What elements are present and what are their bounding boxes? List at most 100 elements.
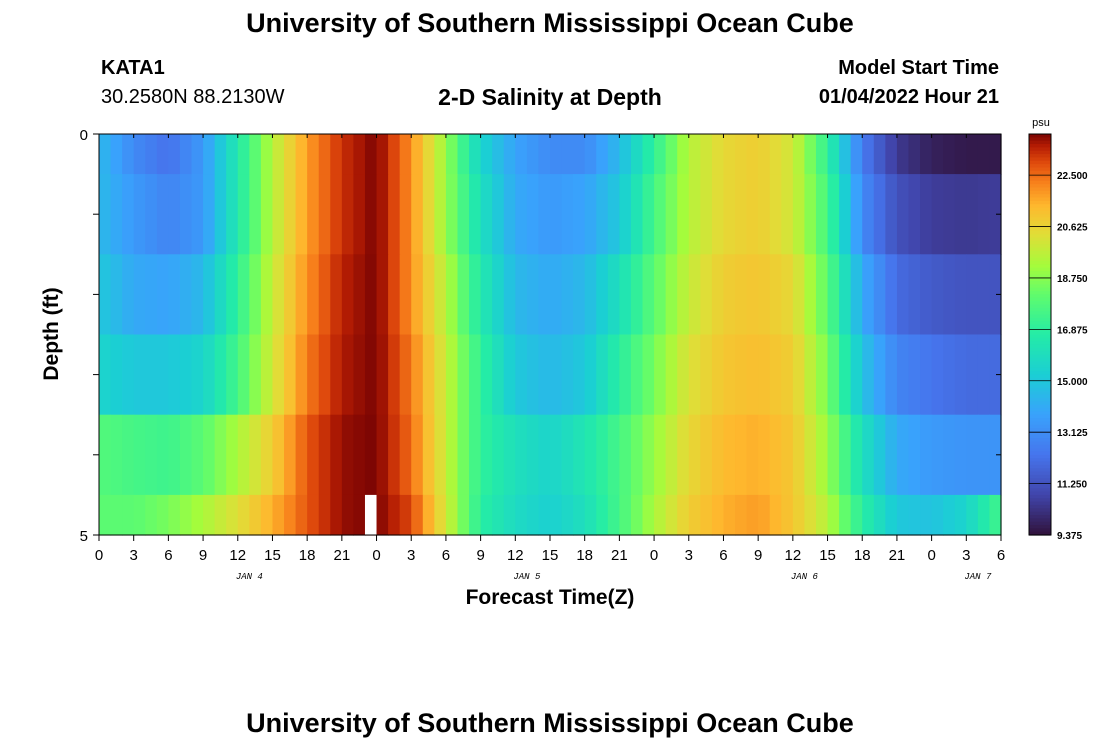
- colorbar-tick-label: 15.000: [1057, 377, 1088, 388]
- heatmap-cell: [630, 494, 644, 536]
- heatmap-cell: [203, 134, 216, 175]
- colorbar-tick-label: 13.125: [1057, 428, 1088, 439]
- heatmap-cell: [943, 254, 956, 336]
- heatmap-cell: [399, 254, 412, 336]
- colorbar-swatch: [1029, 377, 1051, 382]
- heatmap-cell: [977, 134, 991, 175]
- heatmap-cell: [573, 414, 586, 496]
- heatmap-cell: [457, 174, 470, 255]
- heatmap-cell: [272, 134, 285, 175]
- heatmap-cell: [711, 414, 725, 496]
- heatmap-cell: [469, 414, 482, 496]
- heatmap-cell: [445, 254, 459, 336]
- heatmap-cell: [596, 334, 609, 416]
- y-axis-ticks: 05: [80, 127, 1001, 545]
- heatmap-cell: [399, 174, 412, 255]
- heatmap-cell: [862, 174, 875, 255]
- heatmap-cell: [515, 174, 528, 255]
- colorbar-swatch: [1029, 384, 1051, 389]
- heatmap-cell: [735, 334, 748, 416]
- heatmap-cell: [480, 334, 493, 416]
- colorbar-swatch: [1029, 194, 1051, 199]
- heatmap-cell: [191, 254, 204, 336]
- colorbar-swatch: [1029, 478, 1051, 483]
- heatmap-cell: [792, 174, 806, 255]
- x-tick-label: 3: [685, 547, 693, 564]
- heatmap-cell: [260, 254, 274, 336]
- colorbar-tick-label: 9.375: [1057, 531, 1082, 542]
- heatmap-cell: [827, 414, 840, 496]
- colorbar-swatch: [1029, 518, 1051, 523]
- heatmap-cell: [677, 134, 690, 175]
- heatmap-cell: [469, 174, 482, 255]
- colorbar-swatch: [1029, 434, 1051, 439]
- heatmap-cell: [99, 414, 112, 496]
- day-label: JAN 4: [236, 572, 263, 582]
- heatmap-cell: [145, 174, 158, 255]
- heatmap-cell: [156, 254, 169, 336]
- heatmap-cell: [318, 134, 331, 175]
- heatmap-cell: [977, 254, 991, 336]
- heatmap-cell: [665, 334, 678, 416]
- heatmap-cell: [469, 494, 482, 536]
- heatmap-cell: [422, 134, 435, 175]
- heatmap-cell: [850, 414, 863, 496]
- heatmap-cell: [99, 254, 112, 336]
- colorbar-swatch: [1029, 174, 1051, 179]
- heatmap-cell: [457, 134, 470, 175]
- heatmap-cell: [850, 174, 863, 255]
- colorbar-swatch: [1029, 324, 1051, 329]
- heatmap-cell: [885, 174, 898, 255]
- heatmap-cell: [596, 494, 609, 536]
- heatmap-cell: [434, 494, 447, 536]
- heatmap-cell: [550, 494, 563, 536]
- heatmap-cell: [688, 254, 701, 336]
- x-tick-label: 0: [95, 547, 103, 564]
- colorbar-swatch: [1029, 237, 1051, 242]
- heatmap-cell: [156, 174, 169, 255]
- colorbar-swatch: [1029, 210, 1051, 215]
- heatmap-cell: [746, 414, 759, 496]
- heatmap-cell: [630, 414, 644, 496]
- heatmap-cell: [399, 494, 412, 536]
- heatmap-cell: [723, 334, 736, 416]
- heatmap-cell: [434, 414, 447, 496]
- colorbar-swatch: [1029, 284, 1051, 289]
- x-tick-label: 3: [962, 547, 970, 564]
- heatmap-cell: [515, 134, 528, 175]
- colorbar-swatch: [1029, 501, 1051, 506]
- colorbar-swatch: [1029, 234, 1051, 239]
- heatmap-cell: [122, 174, 135, 255]
- heatmap-cell: [411, 494, 424, 536]
- colorbar-swatch: [1029, 464, 1051, 469]
- x-tick-label: 15: [542, 547, 559, 564]
- heatmap-cell: [850, 494, 863, 536]
- heatmap-cell: [931, 174, 944, 255]
- heatmap-cell: [619, 494, 632, 536]
- day-label: JAN 5: [513, 572, 541, 582]
- heatmap-cell: [885, 334, 898, 416]
- heatmap-cell: [896, 414, 910, 496]
- heatmap-cell: [700, 134, 713, 175]
- colorbar-swatch: [1029, 311, 1051, 316]
- heatmap-cell: [839, 174, 852, 255]
- colorbar-swatch: [1029, 397, 1051, 402]
- heatmap-cell: [538, 174, 551, 255]
- heatmap-cell: [573, 334, 586, 416]
- colorbar-swatch: [1029, 164, 1051, 169]
- station-coordinates: 30.2580N 88.2130W: [101, 86, 285, 108]
- heatmap-cell: [619, 254, 632, 336]
- x-tick-label: 21: [889, 547, 906, 564]
- heatmap-cell: [445, 494, 459, 536]
- heatmap-cell: [839, 414, 852, 496]
- heatmap-cell: [191, 334, 204, 416]
- heatmap-cell: [769, 414, 782, 496]
- colorbar-swatch: [1029, 154, 1051, 158]
- heatmap-cell: [665, 494, 678, 536]
- heatmap-cell: [295, 174, 308, 255]
- heatmap-cell: [839, 134, 852, 175]
- colorbar-swatch: [1029, 408, 1051, 412]
- colorbar-tick-label: 18.750: [1057, 274, 1088, 285]
- heatmap-cell: [179, 334, 193, 416]
- x-axis-ticks: 0 3 6 9 12 15 18 21 0 3 6 9 12 15 18 21 0 3 6 9 12 15 18 21 0 3 6: [95, 134, 1005, 564]
